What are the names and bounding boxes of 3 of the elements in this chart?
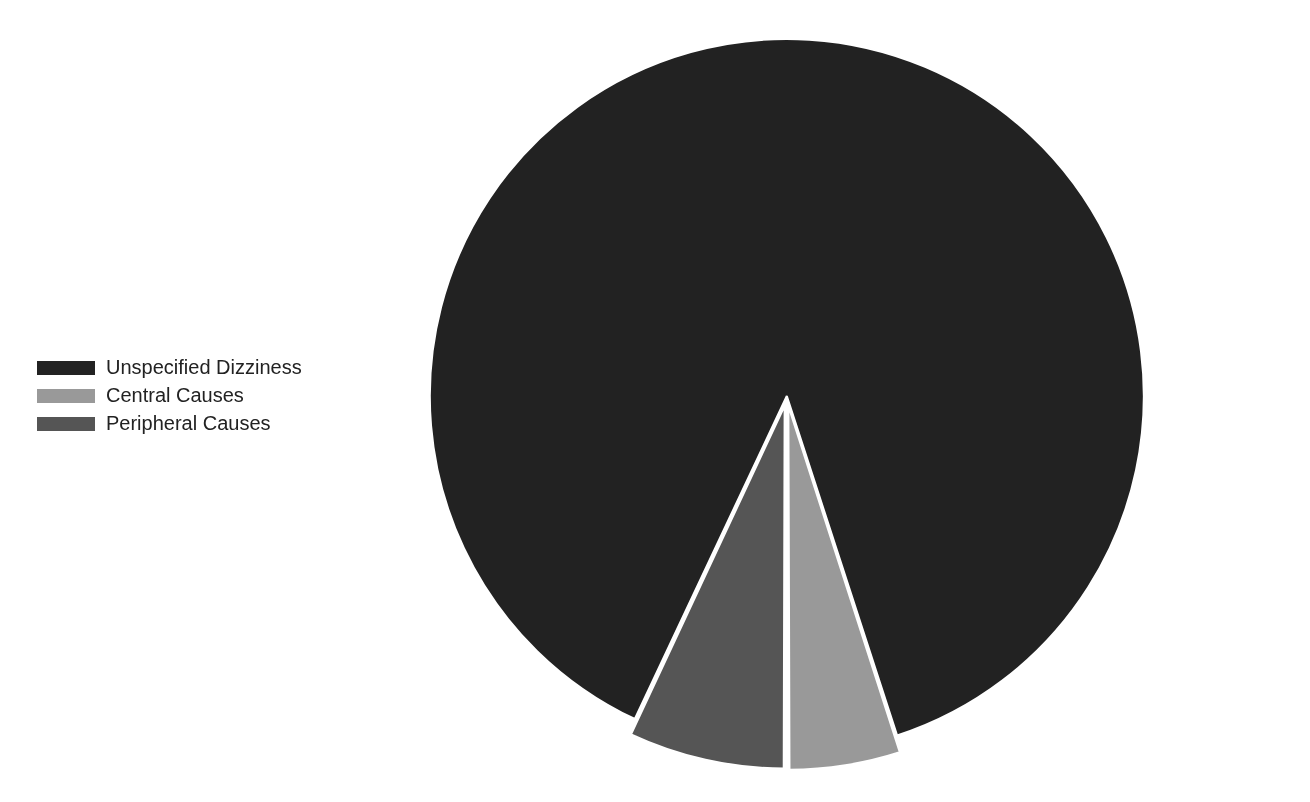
legend-label: Central Causes <box>106 383 244 406</box>
legend-label: Unspecified Dizziness <box>106 355 302 378</box>
legend-label: Peripheral Causes <box>106 411 271 434</box>
